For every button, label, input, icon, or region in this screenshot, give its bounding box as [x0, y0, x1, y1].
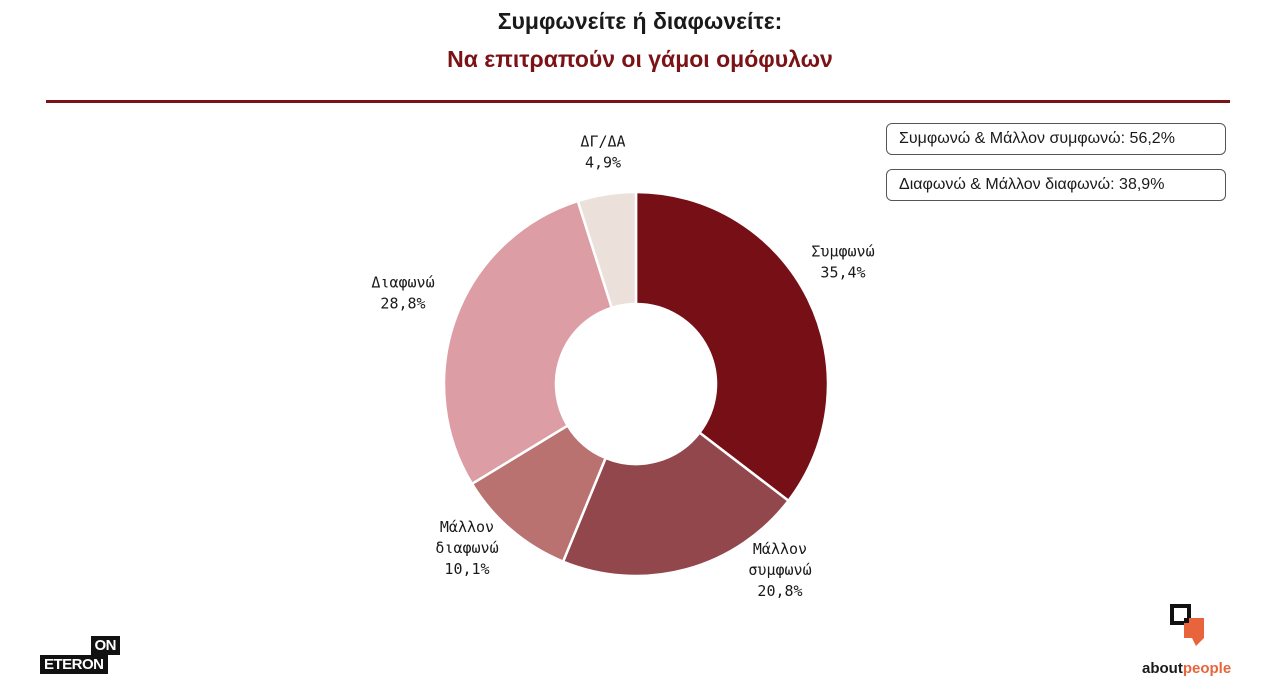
- slice-name-0: Συμφωνώ: [811, 243, 874, 261]
- eteron-logo-on: ON: [90, 636, 120, 655]
- slice-name-4: ΔΓ/ΔΑ: [580, 133, 625, 151]
- donut-slice-1: [561, 430, 791, 578]
- disagree-total-box: Διαφωνώ & Μάλλον διαφωνώ: 38,9%: [886, 169, 1226, 201]
- donut-slice-0: [634, 190, 830, 503]
- eteron-logo-word: ETERON: [40, 655, 108, 674]
- slice-name-2: Μάλλον: [440, 518, 494, 536]
- chart-title: Συμφωνείτε ή διαφωνείτε:: [497, 8, 783, 34]
- slice-label-1: Μάλλον συμφωνώ 20,8%: [748, 540, 811, 600]
- aboutpeople-word-people: people: [1182, 660, 1232, 677]
- chart-subtitle: Να επιτραπούν οι γάμοι ομόφυλων: [447, 46, 833, 72]
- slice-label-4: ΔΓ/ΔΑ 4,9%: [580, 133, 625, 172]
- donut-slice-4: [576, 190, 638, 310]
- aboutpeople-mark-icon: [1170, 604, 1204, 646]
- slice-value-0: 35,4%: [820, 264, 865, 282]
- slice-name-1: Μάλλον: [753, 540, 807, 558]
- slice-value-4: 4,9%: [585, 154, 621, 172]
- slice-label-3: Διαφωνώ 28,8%: [371, 274, 434, 313]
- slice-value-2: 10,1%: [444, 560, 489, 578]
- slice-label-0: Συμφωνώ 35,4%: [811, 243, 874, 282]
- slice-name-1: συμφωνώ: [748, 561, 811, 579]
- donut-slice-3: [442, 199, 614, 486]
- aboutpeople-wordmark: aboutpeople: [1142, 660, 1231, 677]
- aboutpeople-logo: aboutpeople: [1136, 604, 1246, 680]
- slice-name-3: Διαφωνώ: [371, 274, 434, 292]
- aboutpeople-word-about: about: [1142, 660, 1183, 677]
- header-divider: [46, 100, 1230, 103]
- eteron-logo: ON ETERON: [40, 636, 120, 674]
- slice-name-2: διαφωνώ: [435, 539, 498, 557]
- slice-value-3: 28,8%: [380, 295, 425, 313]
- slice-value-1: 20,8%: [757, 582, 802, 600]
- slice-label-2: Μάλλον διαφωνώ 10,1%: [435, 518, 498, 578]
- agree-total-box: Συμφωνώ & Μάλλον συμφωνώ: 56,2%: [886, 123, 1226, 155]
